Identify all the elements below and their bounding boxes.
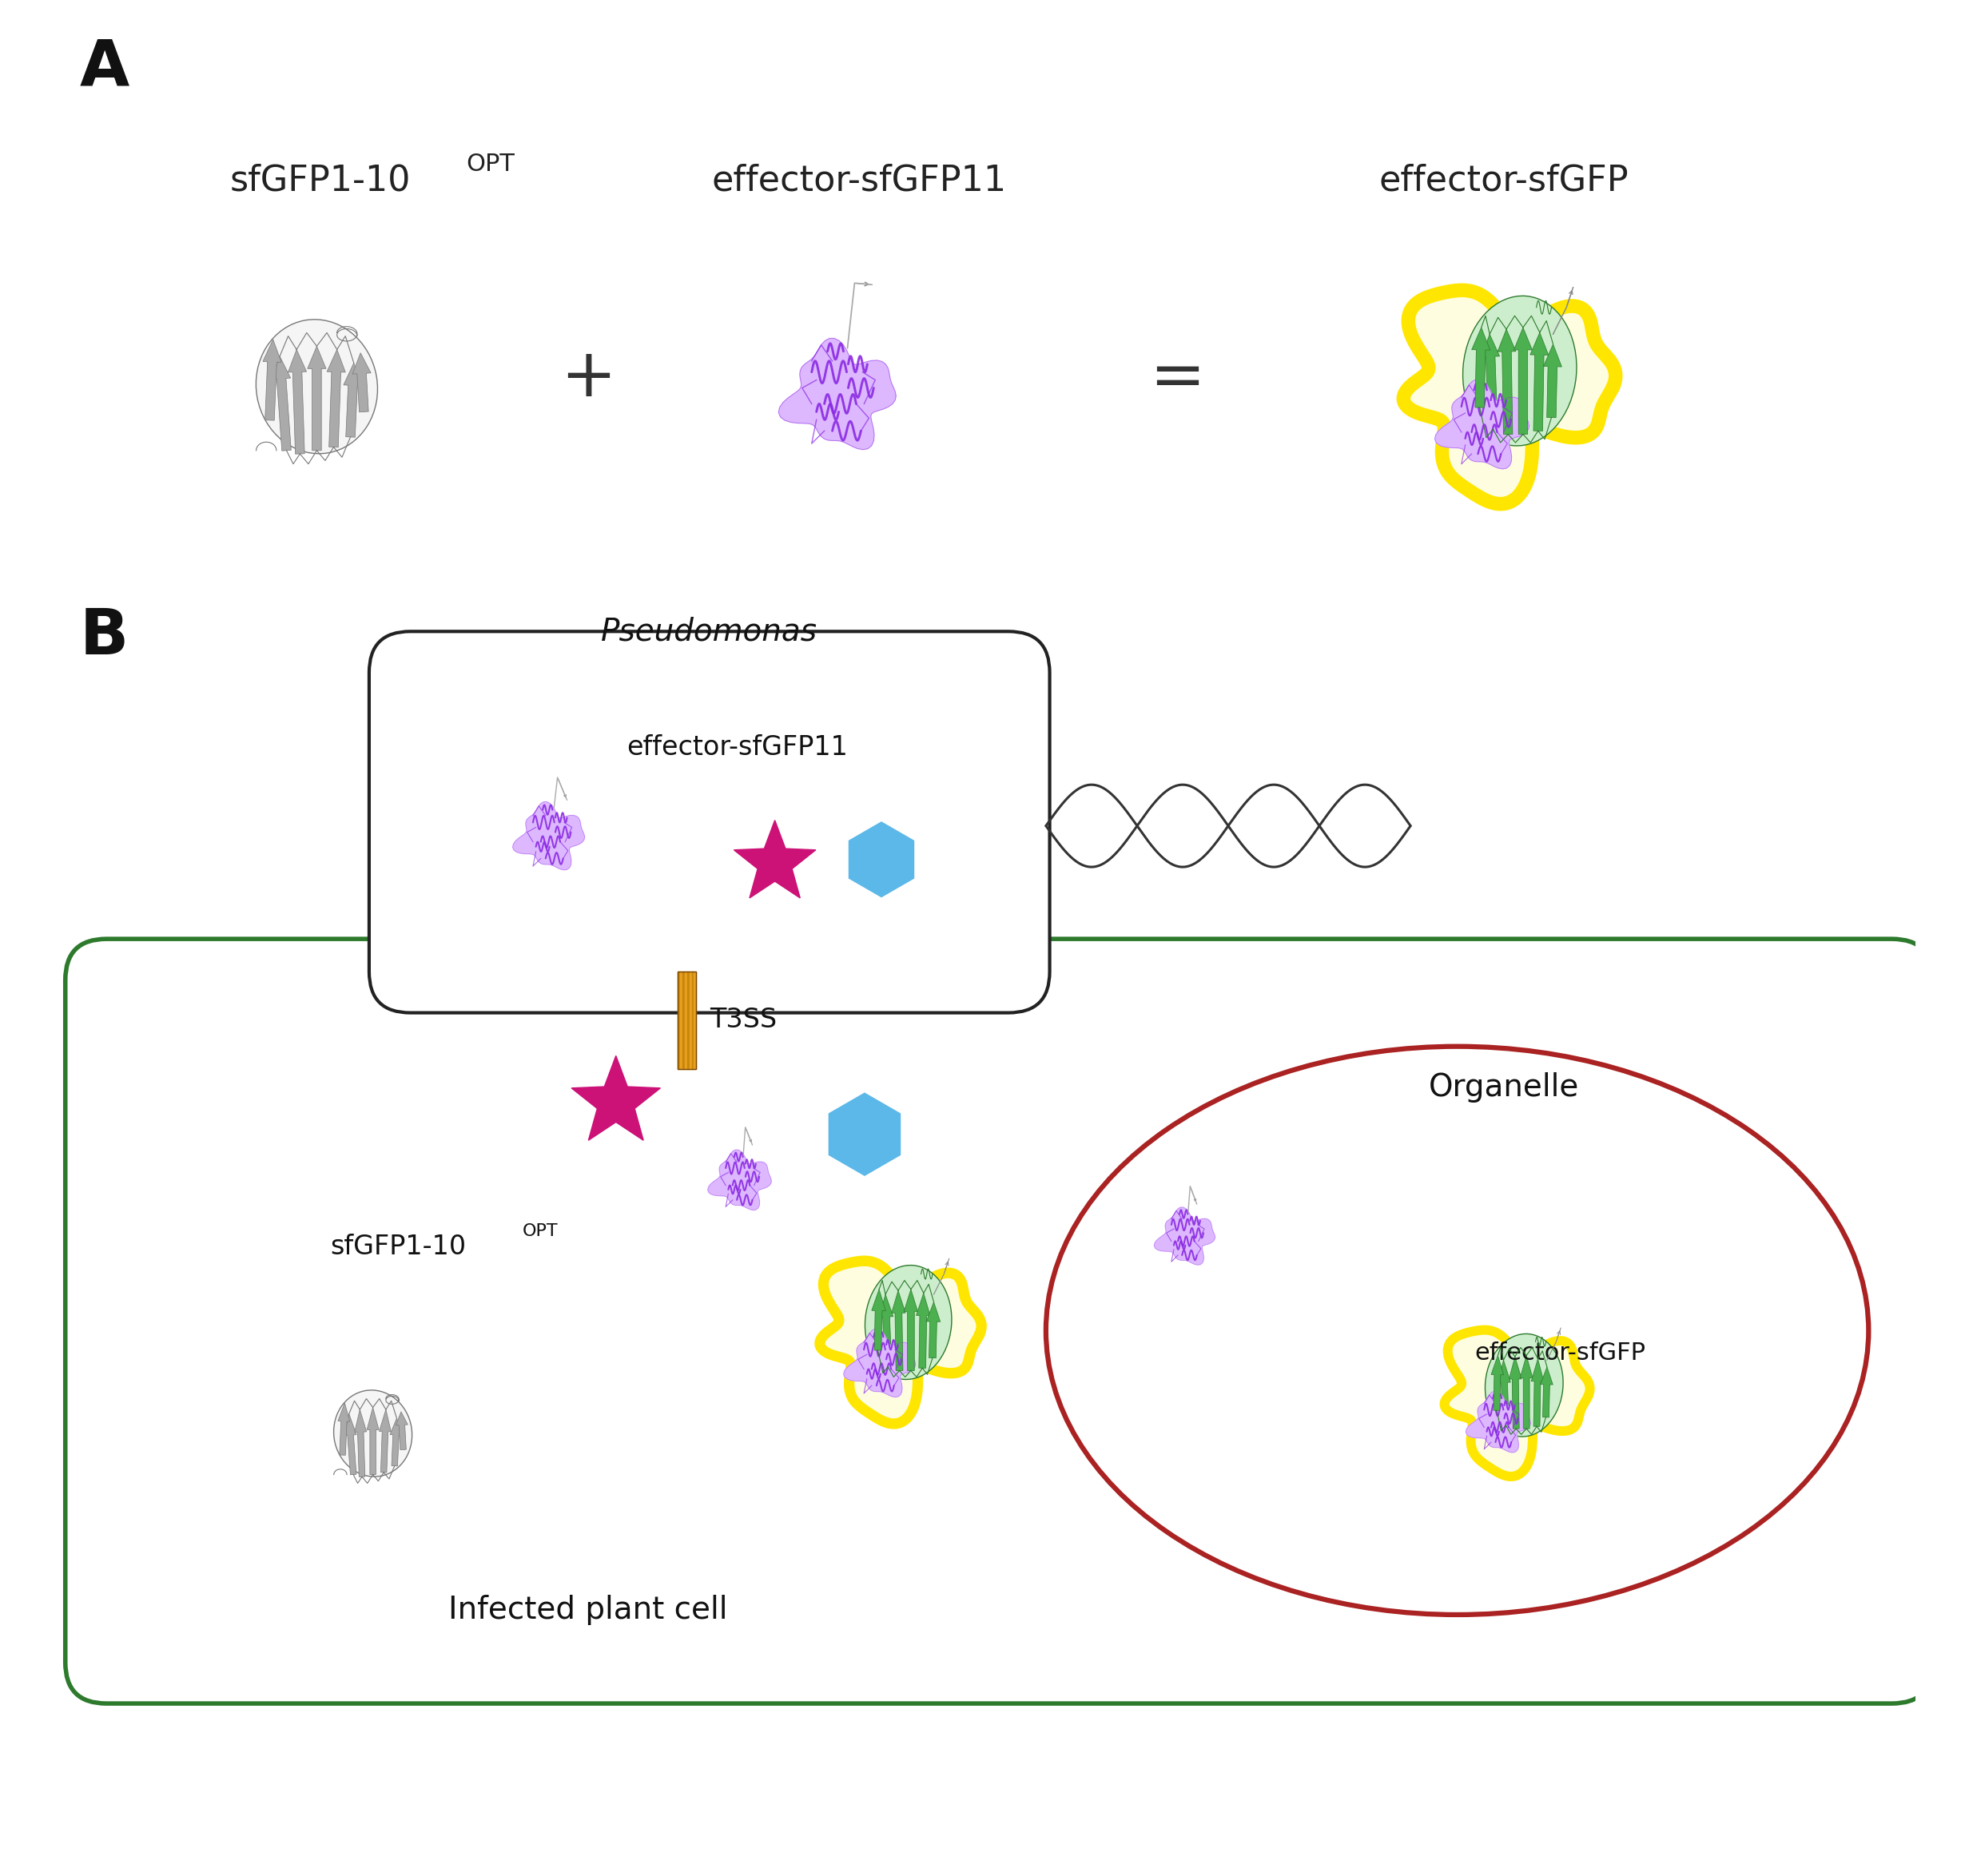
Polygon shape xyxy=(1155,1208,1216,1264)
Text: effector-sfGFP: effector-sfGFP xyxy=(1475,1341,1645,1364)
Polygon shape xyxy=(1539,1368,1553,1418)
Polygon shape xyxy=(263,340,280,420)
Polygon shape xyxy=(871,1289,886,1351)
Bar xyxy=(679,972,680,1069)
Polygon shape xyxy=(390,1418,402,1465)
Polygon shape xyxy=(1510,1356,1522,1430)
Polygon shape xyxy=(343,362,363,437)
Polygon shape xyxy=(1445,1330,1590,1476)
Text: T3SS: T3SS xyxy=(710,1007,777,1034)
Text: =: = xyxy=(1149,345,1204,409)
Polygon shape xyxy=(288,349,306,454)
Polygon shape xyxy=(830,1094,900,1176)
Polygon shape xyxy=(327,349,345,446)
Polygon shape xyxy=(345,1415,357,1475)
Polygon shape xyxy=(1543,343,1561,418)
Polygon shape xyxy=(849,822,914,897)
Bar xyxy=(694,972,696,1069)
Text: Pseudomonas: Pseudomonas xyxy=(602,615,818,647)
Polygon shape xyxy=(378,1409,390,1473)
Polygon shape xyxy=(1467,1392,1530,1452)
Text: A: A xyxy=(78,38,129,99)
Polygon shape xyxy=(308,347,326,450)
Bar xyxy=(680,972,682,1069)
Polygon shape xyxy=(779,338,896,450)
Ellipse shape xyxy=(865,1264,951,1379)
Polygon shape xyxy=(916,1293,930,1368)
Polygon shape xyxy=(892,1291,906,1371)
Polygon shape xyxy=(396,1413,408,1450)
Polygon shape xyxy=(708,1150,771,1210)
Polygon shape xyxy=(1481,334,1500,430)
Text: effector-sfGFP11: effector-sfGFP11 xyxy=(712,163,1006,199)
Polygon shape xyxy=(733,820,816,899)
Ellipse shape xyxy=(257,319,378,454)
Bar xyxy=(690,972,692,1069)
Bar xyxy=(686,972,690,1069)
Polygon shape xyxy=(367,1407,378,1475)
Polygon shape xyxy=(355,1409,367,1476)
Polygon shape xyxy=(337,1403,349,1456)
Polygon shape xyxy=(1498,1360,1510,1426)
Polygon shape xyxy=(926,1302,941,1358)
Polygon shape xyxy=(1498,328,1516,435)
Bar xyxy=(679,972,696,1069)
Polygon shape xyxy=(1514,328,1532,433)
Text: Infected plant cell: Infected plant cell xyxy=(449,1595,728,1625)
Bar xyxy=(682,972,684,1069)
Text: OPT: OPT xyxy=(522,1223,559,1240)
Polygon shape xyxy=(1530,332,1549,431)
Ellipse shape xyxy=(1463,296,1577,446)
Polygon shape xyxy=(571,1056,661,1141)
Polygon shape xyxy=(1490,1356,1504,1411)
Text: B: B xyxy=(78,606,127,668)
Text: effector-sfGFP: effector-sfGFP xyxy=(1379,163,1630,199)
FancyBboxPatch shape xyxy=(65,938,1934,1703)
Polygon shape xyxy=(1520,1356,1534,1430)
Text: sfGFP1-10: sfGFP1-10 xyxy=(329,1233,467,1259)
Polygon shape xyxy=(1532,1358,1543,1426)
Ellipse shape xyxy=(1484,1334,1563,1437)
Polygon shape xyxy=(820,1261,980,1424)
Polygon shape xyxy=(1435,379,1530,469)
Text: +: + xyxy=(561,345,616,409)
Ellipse shape xyxy=(1045,1047,1869,1615)
Text: Organelle: Organelle xyxy=(1430,1073,1579,1103)
Text: sfGFP1-10: sfGFP1-10 xyxy=(229,163,412,199)
Ellipse shape xyxy=(333,1390,412,1476)
Polygon shape xyxy=(353,353,371,413)
Polygon shape xyxy=(273,356,290,450)
Text: OPT: OPT xyxy=(467,152,516,176)
Bar xyxy=(692,972,694,1069)
FancyBboxPatch shape xyxy=(369,632,1049,1013)
Polygon shape xyxy=(879,1294,892,1368)
Polygon shape xyxy=(1404,291,1616,505)
Polygon shape xyxy=(1471,328,1490,407)
Polygon shape xyxy=(512,801,584,870)
Text: effector-sfGFP11: effector-sfGFP11 xyxy=(628,734,847,760)
Polygon shape xyxy=(843,1328,916,1398)
Polygon shape xyxy=(904,1289,918,1371)
Bar xyxy=(684,972,686,1069)
